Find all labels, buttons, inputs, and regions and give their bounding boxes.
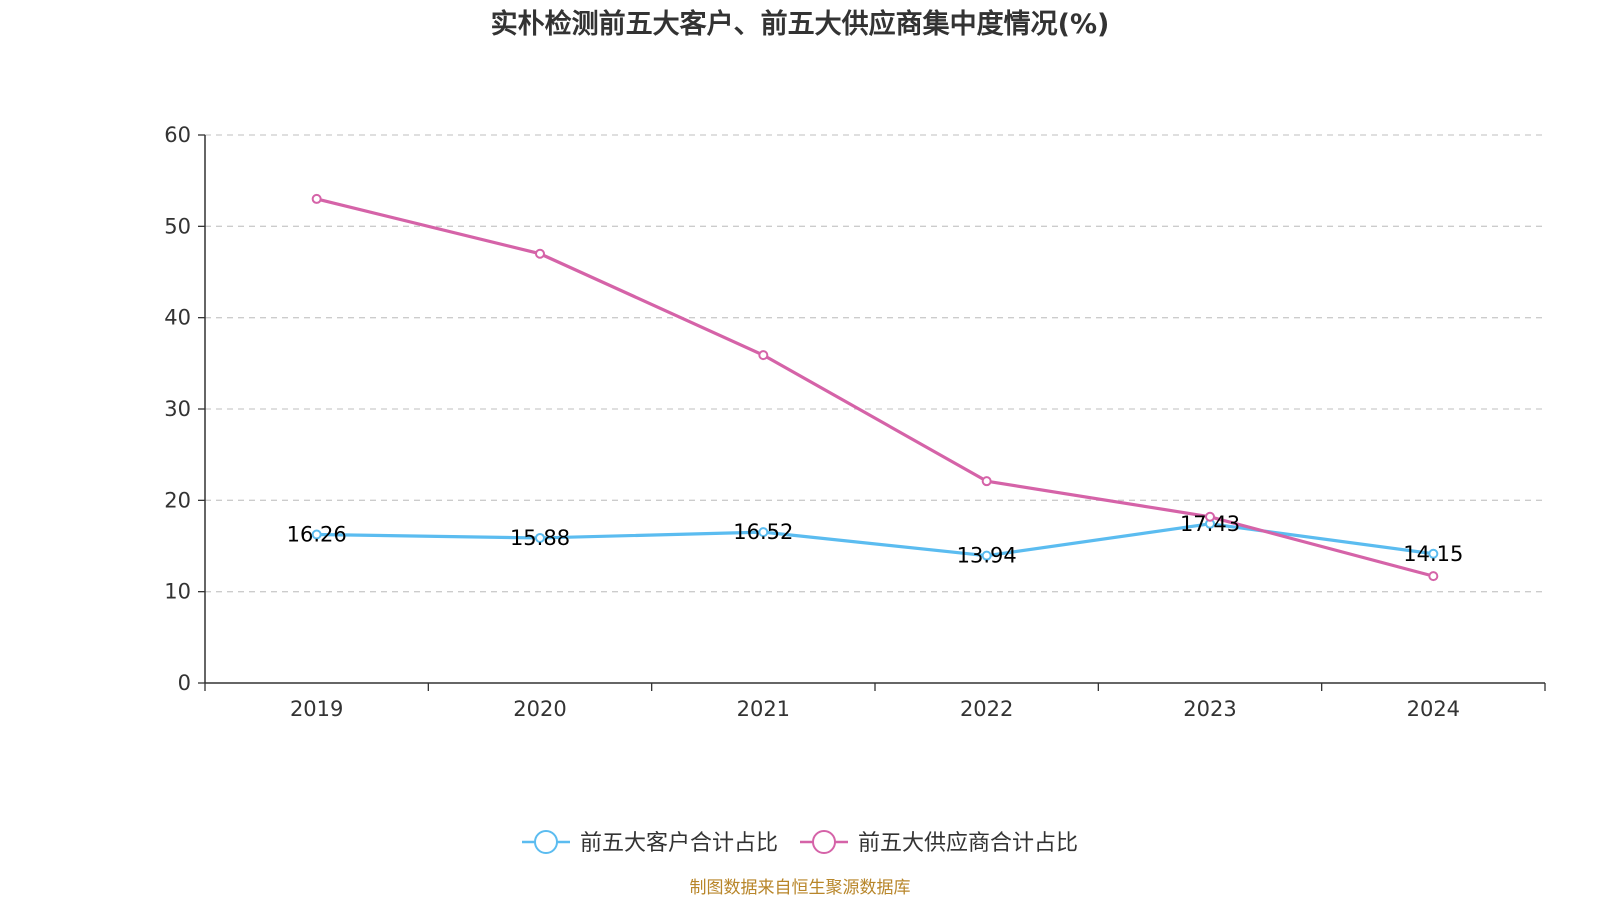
- y-tick-label: 60: [164, 123, 191, 147]
- y-tick-label: 0: [178, 671, 191, 695]
- data-labels: 16.26 15.88 16.52 13.94 17.43 14.15: [287, 512, 1464, 568]
- x-tick-label: 2019: [290, 697, 343, 721]
- legend-label: 前五大客户合计占比: [580, 831, 778, 856]
- data-label: 14.15: [1403, 542, 1463, 566]
- series-lines: [311, 193, 1439, 582]
- data-point[interactable]: [535, 248, 545, 259]
- data-point[interactable]: [1428, 548, 1439, 559]
- data-label: 16.26: [287, 522, 347, 546]
- data-point[interactable]: [758, 350, 769, 361]
- data-point[interactable]: [311, 529, 322, 540]
- series-line-1: [316, 522, 1434, 558]
- data-point[interactable]: [981, 476, 992, 487]
- y-tick-label: 10: [164, 580, 191, 604]
- data-label: 13.94: [957, 544, 1017, 568]
- data-point[interactable]: [535, 532, 545, 543]
- legend-marker: [534, 830, 558, 854]
- x-tick-label: 2021: [737, 697, 790, 721]
- y-tick-label: 30: [164, 397, 191, 421]
- x-axis-ticks: 2019 2020 2021 2022 2023 2024: [204, 683, 1546, 721]
- x-tick-label: 2022: [960, 697, 1013, 721]
- y-tick-label: 50: [164, 214, 191, 238]
- data-label: 15.88: [510, 526, 570, 550]
- data-label: 16.52: [733, 520, 793, 544]
- data-point[interactable]: [311, 193, 322, 204]
- legend-label: 前五大供应商合计占比: [858, 831, 1078, 856]
- series-line-2: [316, 197, 1434, 578]
- data-label: 17.43: [1180, 512, 1240, 536]
- x-tick-label: 2020: [513, 697, 566, 721]
- data-point[interactable]: [981, 550, 992, 561]
- legend[interactable]: 前五大客户合计占比 前五大供应商合计占比: [522, 830, 1078, 856]
- y-axis-ticks: 0 10 20 30 40 50 60: [164, 123, 205, 695]
- x-tick-label: 2023: [1183, 697, 1236, 721]
- grid-lines: [205, 134, 1545, 593]
- x-tick-label: 2024: [1407, 697, 1460, 721]
- legend-item-2[interactable]: 前五大供应商合计占比: [800, 830, 1078, 856]
- y-tick-label: 40: [164, 306, 191, 330]
- legend-item-1[interactable]: 前五大客户合计占比: [522, 830, 778, 856]
- y-tick-label: 20: [164, 488, 191, 512]
- legend-marker: [812, 830, 836, 854]
- data-point[interactable]: [758, 527, 769, 538]
- chart-title: 实朴检测前五大客户、前五大供应商集中度情况(%): [491, 8, 1110, 40]
- data-point[interactable]: [1205, 511, 1215, 522]
- data-point[interactable]: [1428, 571, 1439, 582]
- source-note: 制图数据来自恒生聚源数据库: [690, 878, 911, 898]
